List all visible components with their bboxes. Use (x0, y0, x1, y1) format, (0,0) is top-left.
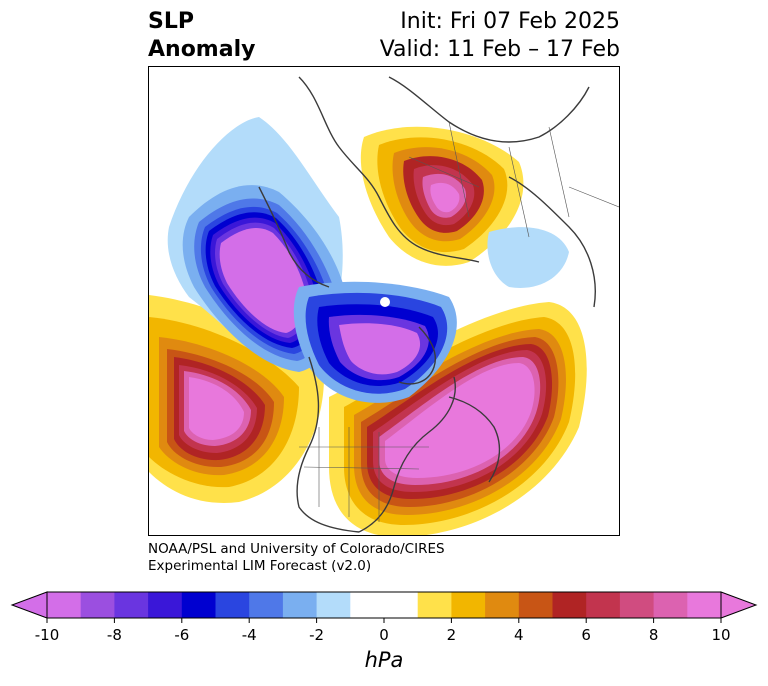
colorbar-cell (552, 592, 587, 618)
coastlines (258, 76, 596, 533)
colorbar-ticks: -10 -8 -6 -4 -2 0 2 4 6 8 10 (35, 618, 731, 644)
colorbar-cell (181, 592, 216, 618)
colorbar-min-extension (10, 591, 48, 619)
colorbar-cell (586, 592, 621, 618)
colorbar-cell (249, 592, 284, 618)
colorbar-cell (485, 592, 520, 618)
colorbar-cells (47, 592, 722, 618)
colorbar-tick-label: -10 (35, 626, 60, 644)
colorbar-cell (80, 592, 115, 618)
colorbar-tick-label: 4 (514, 626, 524, 644)
colorbar-cell (148, 592, 183, 618)
colorbar-cell (518, 592, 553, 618)
colorbar-cell (384, 592, 419, 618)
forecast-dates: Init: Fri 07 Feb 2025 Valid: 11 Feb – 17… (380, 8, 620, 64)
map-panel (148, 66, 620, 536)
colorbar-cell (687, 592, 722, 618)
colorbar-cell (47, 592, 82, 618)
colorbar-tick-label: -6 (174, 626, 189, 644)
colorbar-tick-label: 8 (649, 626, 659, 644)
credit-line-1: NOAA/PSL and University of Colorado/CIRE… (148, 541, 445, 557)
colorbar-tick-label: -2 (309, 626, 324, 644)
colorbar-cell (215, 592, 250, 618)
colorbar-cell (114, 592, 149, 618)
negative-anomaly-fields (167, 117, 569, 403)
eurasian-low (487, 227, 569, 288)
valid-range: Valid: 11 Feb – 17 Feb (379, 37, 620, 62)
colorbar-cell (282, 592, 318, 618)
colorbar-tick-label: -4 (242, 626, 257, 644)
north-pole-marker (380, 297, 390, 307)
credit-line-2: Experimental LIM Forecast (v2.0) (148, 558, 372, 574)
title-line-2: Anomaly (148, 37, 256, 62)
colorbar-cell (619, 592, 655, 618)
colorbar-tick-label: 6 (581, 626, 591, 644)
colorbar-tick-label: 2 (447, 626, 457, 644)
colorbar-cell (653, 592, 688, 618)
colorbar-unit-label: hPa (364, 648, 404, 672)
colorbar-max-extension (720, 591, 758, 619)
political-borders (299, 121, 619, 522)
colorbar-cell (350, 592, 385, 618)
anomaly-map (149, 76, 619, 535)
credit-text: NOAA/PSL and University of Colorado/CIRE… (148, 541, 445, 575)
colorbar-tick-label: 0 (379, 626, 389, 644)
title-line-1: SLP (148, 9, 194, 34)
colorbar-tick-label: -8 (107, 626, 122, 644)
colorbar-cell (451, 592, 486, 618)
map-title: SLP Anomaly (148, 8, 255, 64)
colorbar: -10 -8 -6 -4 -2 0 2 4 6 8 10 (10, 591, 758, 644)
colorbar-tick-label: 10 (711, 626, 730, 644)
colorbar-cell (417, 592, 452, 618)
colorbar-cell (316, 592, 351, 618)
init-date: Init: Fri 07 Feb 2025 (400, 9, 620, 34)
